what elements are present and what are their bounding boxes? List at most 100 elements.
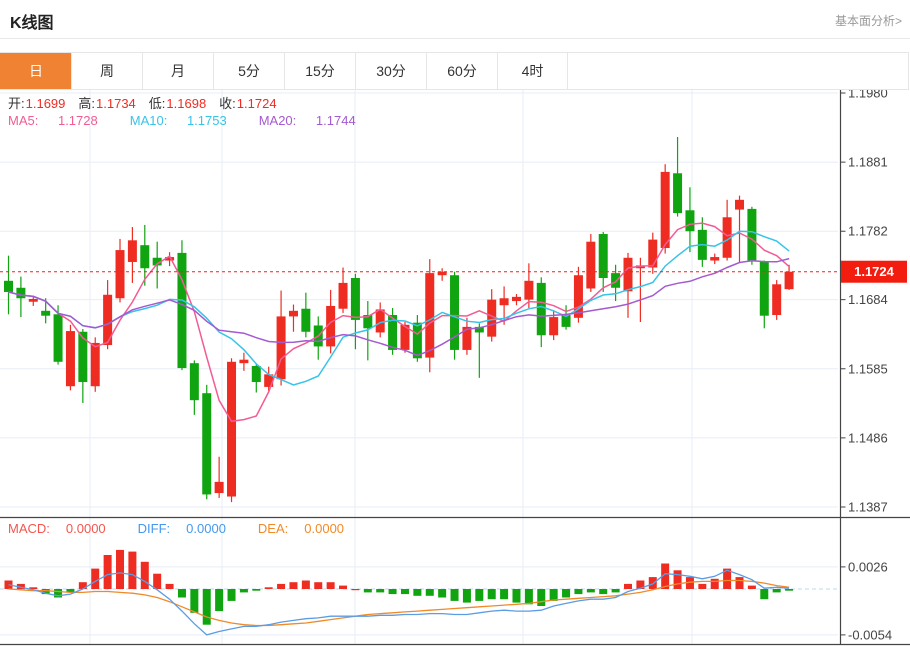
- tab-5min[interactable]: 5分: [213, 53, 284, 89]
- candle: [177, 252, 187, 369]
- candle: [65, 331, 75, 387]
- last-price-tag-value: 1.1724: [854, 264, 895, 279]
- macd-bar: [16, 583, 25, 589]
- high-value: 1.1734: [96, 96, 136, 111]
- macd-bar: [314, 582, 323, 589]
- candlestick-layer: [4, 136, 794, 503]
- macd-bar: [425, 589, 434, 596]
- open-label: 开:: [8, 96, 25, 111]
- macd-bar: [140, 561, 149, 589]
- candle: [673, 173, 683, 214]
- tab-60min[interactable]: 60分: [426, 53, 497, 89]
- macd-label: MACD:: [8, 521, 50, 536]
- macd-bar: [661, 563, 670, 589]
- candle: [338, 282, 348, 309]
- candle: [53, 314, 63, 362]
- tab-15min[interactable]: 15分: [284, 53, 355, 89]
- candle: [363, 315, 373, 329]
- fundamental-analysis-link[interactable]: 基本面分析>: [834, 14, 902, 28]
- candle: [388, 315, 398, 350]
- candle: [189, 363, 199, 401]
- candle: [375, 309, 385, 333]
- candle: [549, 317, 559, 336]
- macd-bar: [524, 589, 533, 605]
- ma-row: MA5: 1.1728 MA10: 1.1753 MA20: 1.1744: [8, 112, 388, 129]
- macd-layer: [4, 549, 794, 636]
- candle: [524, 280, 534, 300]
- macd-bar: [760, 589, 769, 600]
- tab-30min[interactable]: 30分: [355, 53, 426, 89]
- macd-bar: [438, 589, 447, 598]
- dea-value: 0.0000: [304, 521, 345, 536]
- macd-bar: [785, 589, 794, 591]
- price-tick-label: 1.1684: [848, 292, 888, 307]
- candle: [264, 374, 274, 387]
- macd-bar: [376, 589, 385, 593]
- tab-week[interactable]: 周: [71, 53, 142, 89]
- macd-bar: [289, 582, 298, 589]
- macd-bar: [512, 589, 521, 603]
- diff-label: DIFF:: [137, 521, 171, 536]
- ohlc-row: 开:1.1699 高:1.1734 低:1.1698 收:1.1724: [8, 95, 388, 112]
- macd-bar: [500, 589, 509, 600]
- candle: [710, 257, 720, 261]
- ma10-label: MA10:: [129, 113, 168, 128]
- candle: [239, 359, 249, 364]
- candle: [326, 305, 336, 347]
- tab-month[interactable]: 月: [142, 53, 213, 89]
- macd-bar: [264, 587, 273, 589]
- macd-bar: [177, 589, 186, 598]
- ma10-line: [8, 230, 790, 386]
- candle: [412, 322, 422, 359]
- open-value: 1.1699: [25, 96, 66, 111]
- macd-bar: [723, 568, 732, 589]
- candle: [586, 241, 596, 289]
- candle: [425, 273, 435, 358]
- macd-bar: [537, 589, 546, 606]
- macd-bar: [239, 589, 248, 593]
- candle: [301, 308, 311, 332]
- candle: [400, 324, 410, 350]
- low-value: 1.1698: [166, 96, 207, 111]
- candle: [487, 299, 497, 337]
- macd-bar: [487, 589, 496, 600]
- page-title: K线图: [10, 15, 54, 32]
- candle: [511, 296, 521, 302]
- last-price-tag: [841, 260, 907, 283]
- macd-bar: [301, 580, 310, 589]
- candle: [90, 342, 100, 387]
- candle: [202, 393, 212, 495]
- candle: [251, 365, 261, 383]
- candle: [78, 331, 88, 383]
- candle: [474, 326, 484, 333]
- macd-info-row: MACD: 0.0000 DIFF: 0.0000 DEA: 0.0000: [8, 521, 376, 536]
- ma5-line: [8, 222, 790, 423]
- tab-4hour[interactable]: 4时: [497, 53, 568, 89]
- candle: [4, 280, 13, 292]
- candle: [41, 310, 51, 316]
- macd-bar: [351, 589, 360, 591]
- macd-bar: [648, 577, 657, 589]
- candle: [140, 245, 150, 269]
- price-tick-label: 1.1782: [848, 224, 888, 239]
- macd-bar: [326, 582, 335, 589]
- candle: [350, 278, 360, 320]
- macd-bar: [549, 589, 558, 601]
- macd-bar: [215, 589, 224, 612]
- header: K线图 基本面分析>: [0, 0, 910, 39]
- macd-bar: [4, 580, 13, 589]
- macd-bar: [586, 589, 595, 593]
- macd-bar: [673, 570, 682, 589]
- macd-bar: [41, 589, 50, 595]
- period-tab-bar: 日周月 5分 15分 30分 60分 4时: [0, 52, 909, 90]
- candle: [623, 257, 633, 292]
- candle: [103, 294, 113, 346]
- tab-day[interactable]: 日: [0, 53, 71, 89]
- candle: [165, 257, 175, 261]
- dea-line: [8, 579, 790, 627]
- candle: [16, 287, 26, 299]
- candle: [685, 210, 695, 232]
- macd-bar: [413, 589, 422, 596]
- macd-bar: [462, 589, 471, 603]
